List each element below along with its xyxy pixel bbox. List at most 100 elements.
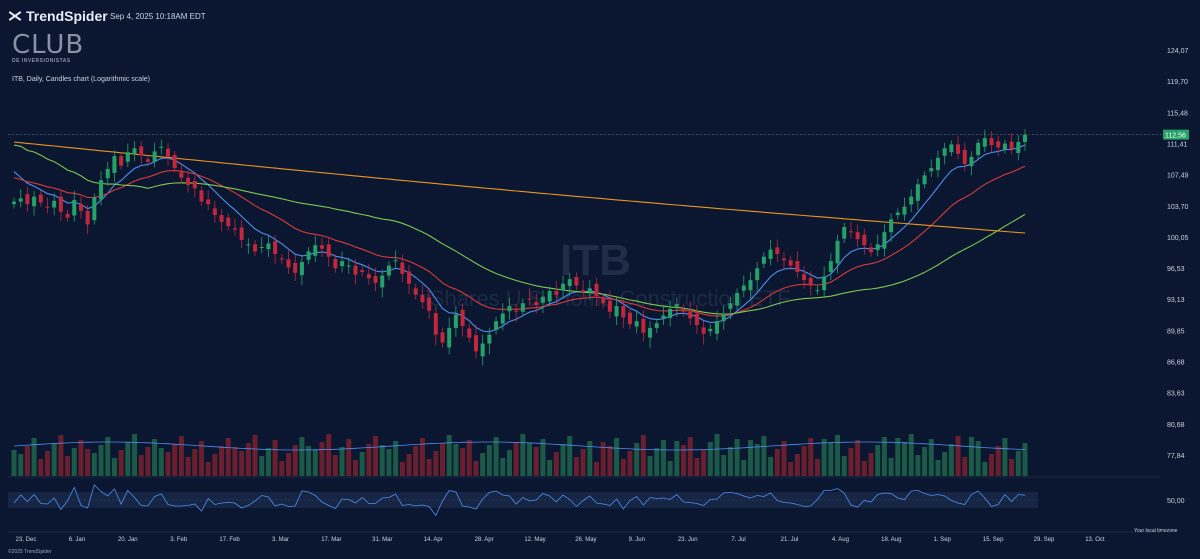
candle-body xyxy=(480,343,485,357)
candle-body xyxy=(788,260,793,266)
candle-body xyxy=(587,288,592,293)
volume-bar xyxy=(567,436,573,476)
candle-body xyxy=(815,290,820,292)
volume-bar xyxy=(721,455,727,476)
candle-body xyxy=(12,201,16,205)
volume-bar xyxy=(38,459,44,476)
volume-bar xyxy=(741,460,747,476)
candle-body xyxy=(855,232,860,240)
candle-body xyxy=(467,328,472,338)
y-tick-label: 107,49 xyxy=(1167,173,1189,180)
candle-body xyxy=(775,247,780,255)
volume-bar xyxy=(875,445,881,476)
volume-bar xyxy=(132,434,138,476)
candle-body xyxy=(781,258,786,261)
volume-bar xyxy=(51,443,57,476)
candle-body xyxy=(494,321,499,330)
volume-bar xyxy=(935,460,941,476)
candle-body xyxy=(139,146,144,156)
volume-bar xyxy=(573,457,579,476)
candle-body xyxy=(554,291,559,295)
candle-body xyxy=(45,206,50,208)
volume-bar xyxy=(299,437,305,476)
volume-bar xyxy=(560,444,566,476)
volume-bar xyxy=(928,439,934,476)
x-tick-label: 23. Jun xyxy=(678,537,698,543)
candle-body xyxy=(119,156,124,166)
volume-bar xyxy=(701,450,707,476)
volume-bar xyxy=(768,457,774,476)
volume-bar xyxy=(640,435,646,476)
candle-body xyxy=(38,194,43,203)
x-tick-label: 15. Sep xyxy=(983,537,1004,543)
candle-body xyxy=(768,249,773,259)
rsi-level-label: 50,00 xyxy=(1167,498,1185,505)
volume-bar xyxy=(614,438,620,476)
trendspider-logo[interactable]: TrendSpider xyxy=(8,8,108,24)
candle-body xyxy=(112,156,117,173)
volume-bar xyxy=(600,442,606,476)
x-tick-label: 12. May xyxy=(524,537,545,543)
timezone-label[interactable]: Your local timezone xyxy=(1134,528,1178,534)
candle-body xyxy=(627,312,632,325)
candle-body xyxy=(761,256,766,264)
volume-bar xyxy=(440,443,446,476)
x-tick-label: 6. Jan xyxy=(69,537,85,543)
candle-body xyxy=(105,168,110,179)
x-tick-label: 21. Jul xyxy=(781,537,799,543)
sma-200-line xyxy=(13,141,1026,234)
volume-bar xyxy=(85,449,91,476)
volume-bar xyxy=(11,450,17,476)
volume-bar xyxy=(118,450,124,476)
candle-body xyxy=(748,280,753,291)
y-tick-label: 119,70 xyxy=(1167,79,1188,86)
candle-body xyxy=(313,245,318,256)
volume-bar xyxy=(975,441,981,476)
candle-body xyxy=(206,199,211,205)
candle-body xyxy=(862,234,867,246)
volume-bar xyxy=(413,446,419,476)
candle-body xyxy=(18,198,23,202)
volume-bar xyxy=(212,454,218,476)
volume-bar xyxy=(520,434,526,476)
candle-body xyxy=(1016,142,1021,153)
candle-body xyxy=(25,194,30,205)
club-logo-subtitle: DE INVERSIONISTAS xyxy=(12,58,71,64)
candle-body xyxy=(674,304,679,307)
volume-bar xyxy=(292,445,298,476)
candle-body xyxy=(159,146,164,148)
volume-bar xyxy=(152,439,158,476)
candle-body xyxy=(172,154,177,169)
volume-bar xyxy=(466,440,472,476)
volume-bar xyxy=(908,434,914,476)
candle-body xyxy=(145,159,150,162)
brand-label: TrendSpider xyxy=(26,8,108,24)
y-tick-label: 86,68 xyxy=(1167,360,1185,367)
volume-bar xyxy=(968,437,974,476)
x-tick-label: 28. Apr xyxy=(475,537,494,543)
volume-bar xyxy=(627,451,633,476)
volume-bar xyxy=(553,452,559,476)
volume-bar xyxy=(580,449,586,476)
candle-body xyxy=(253,244,258,252)
candle-body xyxy=(58,196,63,212)
candle-body xyxy=(1023,134,1027,143)
volume-bar xyxy=(138,455,144,476)
volume-bar xyxy=(111,458,117,476)
volume-bar xyxy=(714,434,720,476)
volume-bar xyxy=(192,449,198,476)
candle-body xyxy=(293,262,298,273)
candle-body xyxy=(574,276,579,286)
volume-bar xyxy=(948,444,954,476)
sma-50-line xyxy=(13,144,1026,315)
volume-bar xyxy=(198,441,204,476)
volume-bar xyxy=(513,442,519,476)
candle-body xyxy=(694,313,699,326)
candle-body xyxy=(85,210,90,225)
candle-body xyxy=(279,258,284,260)
candle-body xyxy=(132,148,137,155)
y-tick-label: 111,41 xyxy=(1167,142,1187,149)
volume-bar xyxy=(660,440,666,476)
volume-bar xyxy=(955,436,961,476)
